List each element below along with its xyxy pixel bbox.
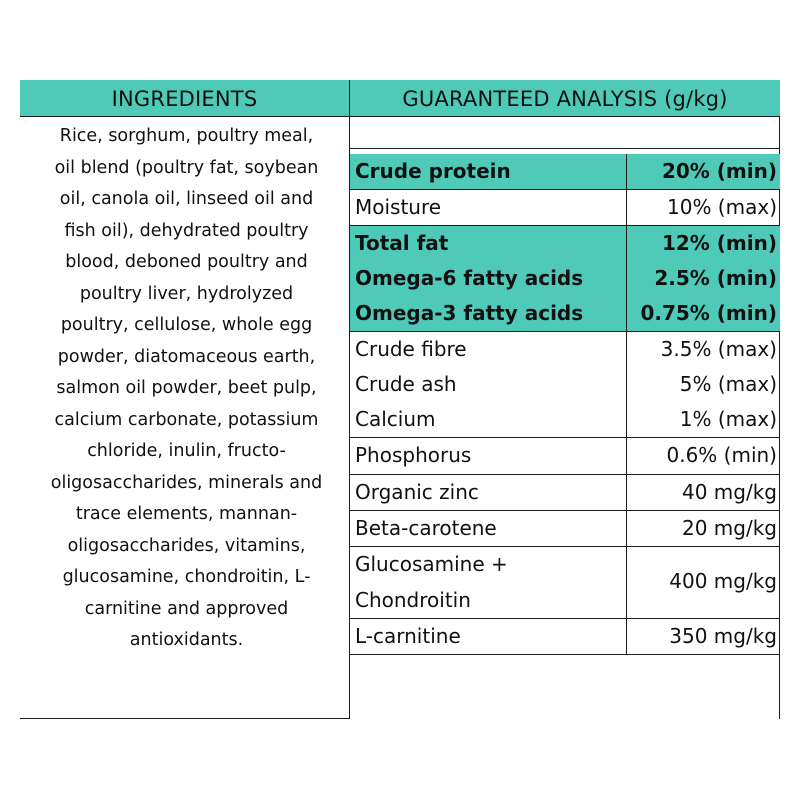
ingredients-header-label: INGREDIENTS — [111, 87, 258, 111]
table-bottom-border — [20, 718, 349, 719]
ingredients-column: Rice, sorghum, poultry meal, oil blend (… — [20, 117, 349, 719]
column-divider — [626, 438, 627, 474]
analysis-row-glucosamine-chondroitin: Glucosamine + Chondroitin 400 mg/kg — [350, 547, 780, 618]
nutrient-name: Phosphorus — [355, 443, 472, 467]
row-divider — [350, 331, 780, 332]
analysis-row-moisture: Moisture 10% (max) — [350, 190, 780, 225]
row-divider — [350, 225, 780, 226]
row-divider — [350, 654, 780, 655]
nutrient-value: 350 mg/kg — [669, 624, 777, 648]
nutrient-name: Omega-6 fatty acids — [355, 266, 584, 290]
nutrient-value: 20 mg/kg — [682, 516, 777, 540]
row-divider — [350, 148, 780, 149]
column-divider — [626, 154, 627, 189]
column-divider — [626, 547, 627, 618]
column-divider — [626, 296, 627, 331]
row-divider — [350, 618, 780, 619]
nutrient-name: Omega-3 fatty acids — [355, 301, 584, 325]
analysis-row-total-fat: Total fat 12% (min) — [350, 226, 780, 261]
analysis-row-beta-carotene: Beta-carotene 20 mg/kg — [350, 511, 780, 546]
column-divider — [626, 475, 627, 510]
nutrient-value: 1% (max) — [679, 407, 777, 431]
analysis-row-omega-3: Omega-3 fatty acids 0.75% (min) — [350, 296, 780, 331]
analysis-row-crude-protein: Crude protein 20% (min) — [350, 154, 780, 189]
column-divider — [626, 511, 627, 546]
nutrient-value: 400 mg/kg — [669, 569, 777, 593]
nutrient-name: Beta-carotene — [355, 516, 497, 540]
nutrient-value: 0.75% (min) — [640, 301, 777, 325]
nutrient-name-line2: Chondroitin — [355, 588, 471, 612]
analysis-row-phosphorus: Phosphorus 0.6% (min) — [350, 438, 780, 474]
nutrient-value: 40 mg/kg — [682, 480, 777, 504]
column-divider — [626, 332, 627, 437]
column-divider — [626, 261, 627, 296]
nutrient-name: L-carnitine — [355, 624, 461, 648]
row-divider — [350, 510, 780, 511]
row-divider — [350, 189, 780, 190]
nutrient-value: 12% (min) — [661, 231, 777, 255]
analysis-header: GUARANTEED ANALYSIS (g/kg) — [349, 80, 780, 117]
analysis-group-fibre-ash-calcium: Crude fibre 3.5% (max) Crude ash 5% (max… — [350, 332, 780, 437]
nutrient-name: Crude protein — [355, 159, 511, 183]
analysis-row-l-carnitine: L-carnitine 350 mg/kg — [350, 619, 780, 654]
row-divider — [350, 437, 780, 438]
nutrient-value: 5% (max) — [679, 372, 777, 396]
nutrient-value: 2.5% (min) — [654, 266, 777, 290]
column-divider — [626, 190, 627, 225]
nutrient-name: Total fat — [355, 231, 449, 255]
row-divider — [350, 474, 780, 475]
nutrient-value: 10% (max) — [667, 195, 777, 219]
column-divider — [626, 226, 627, 261]
ingredients-header: INGREDIENTS — [20, 80, 349, 117]
analysis-row-omega-6: Omega-6 fatty acids 2.5% (min) — [350, 261, 780, 296]
nutrient-value: 3.5% (max) — [660, 337, 777, 361]
ingredients-list: Rice, sorghum, poultry meal, oil blend (… — [50, 126, 323, 650]
nutrient-name: Glucosamine + — [355, 552, 508, 576]
nutrient-value: 0.6% (min) — [666, 443, 778, 467]
nutrient-name: Calcium — [355, 407, 436, 431]
row-divider — [350, 546, 780, 547]
analysis-header-label: GUARANTEED ANALYSIS (g/kg) — [402, 87, 728, 111]
nutrient-name: Crude ash — [355, 372, 457, 396]
column-divider — [626, 619, 627, 654]
nutrient-value: 20% (min) — [661, 159, 777, 183]
analysis-row-organic-zinc: Organic zinc 40 mg/kg — [350, 475, 780, 510]
nutrient-name: Organic zinc — [355, 480, 479, 504]
nutrient-name: Moisture — [355, 195, 442, 219]
nutrient-name: Crude fibre — [355, 337, 467, 361]
analysis-column: Crude protein 20% (min) Moisture 10% (ma… — [349, 117, 780, 719]
